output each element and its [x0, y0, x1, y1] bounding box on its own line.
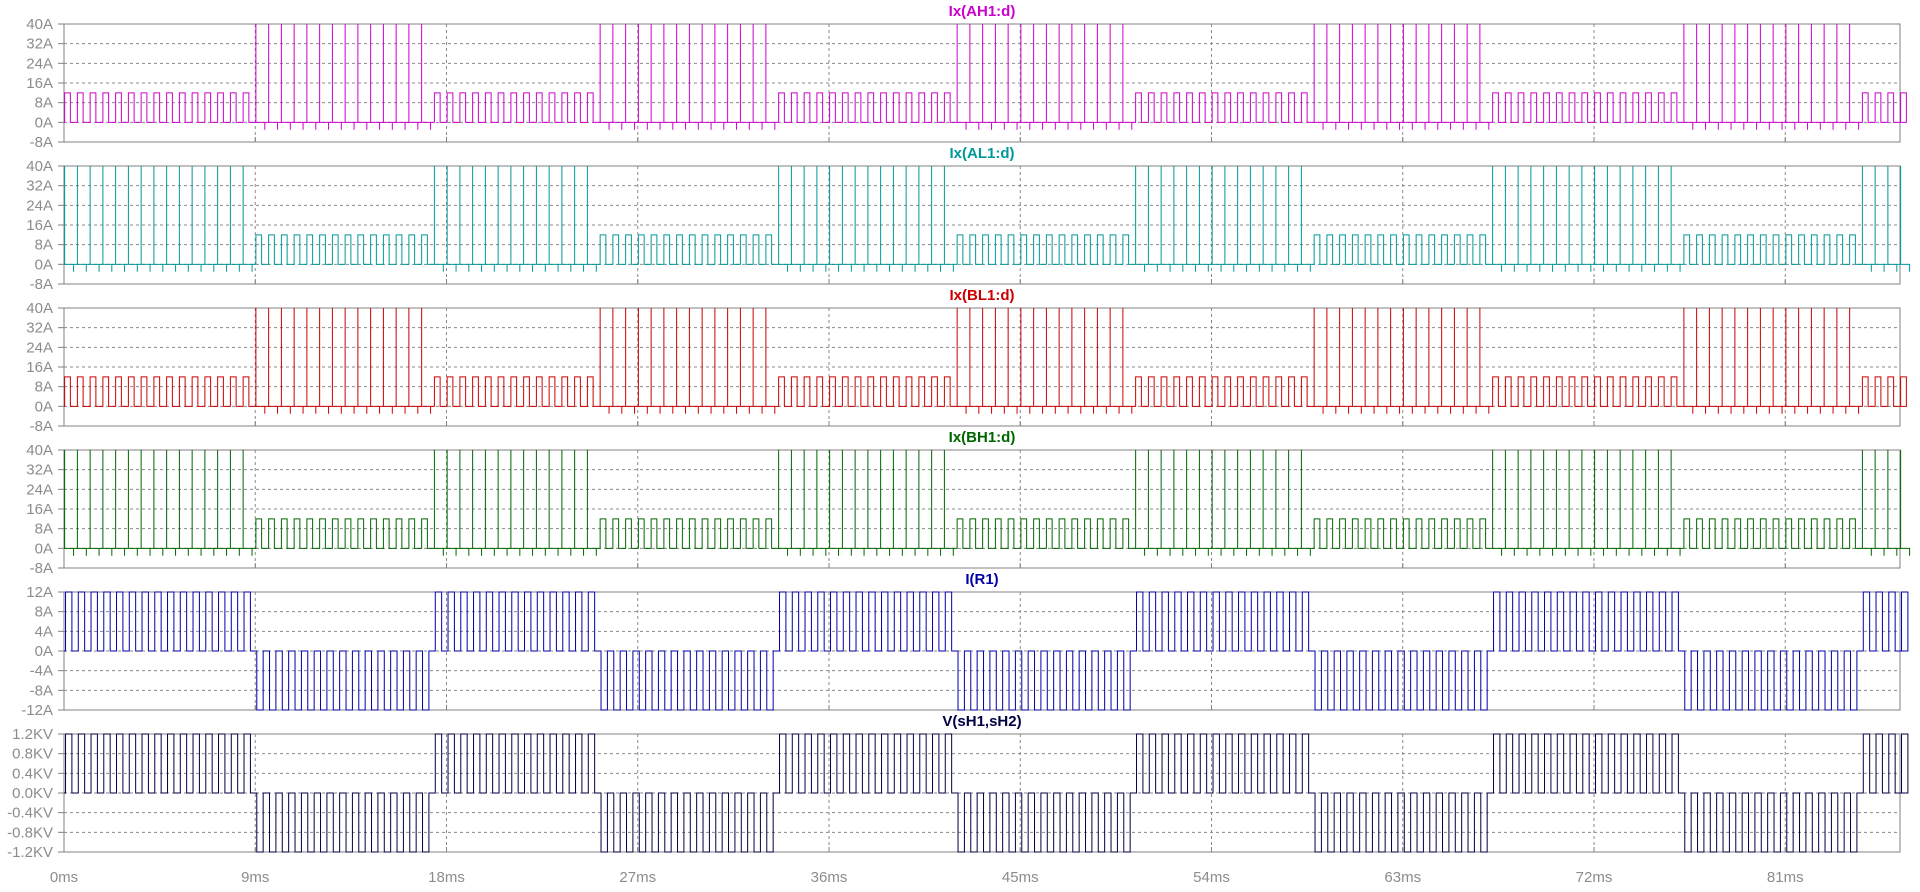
panel-title: Ix(BH1:d): [949, 429, 1016, 446]
y-tick-label: 32A: [26, 320, 53, 337]
y-tick-label: 0A: [35, 643, 53, 660]
y-tick-label: -0.8KV: [7, 824, 53, 841]
panel-title: Ix(AL1:d): [950, 145, 1015, 162]
y-tick-label: 32A: [26, 462, 53, 479]
panel-5: 12A 8A 4A 0A -4A -8A -12A I(R1): [21, 571, 1909, 719]
x-tick-label: 45ms: [1002, 869, 1039, 886]
y-tick-label: 0A: [35, 256, 53, 273]
y-tick-label: -8A: [30, 134, 53, 151]
series-trace: [64, 591, 1909, 711]
x-tick-label: 18ms: [428, 869, 465, 886]
series-trace: [64, 308, 1907, 414]
panel-2: 40A 32A 24A 16A 8A 0A -8A Ix(AL1:d): [26, 145, 1911, 293]
y-tick-label: 0.0KV: [12, 785, 53, 802]
x-tick-label: 9ms: [241, 869, 269, 886]
y-tick-label: 24A: [26, 55, 53, 72]
y-tick-label: -4A: [30, 663, 53, 680]
y-tick-label: 16A: [26, 501, 53, 518]
y-tick-label: 12A: [26, 584, 53, 601]
x-tick-label: 81ms: [1767, 869, 1804, 886]
y-tick-label: 8A: [35, 95, 53, 112]
y-tick-label: 32A: [26, 36, 53, 53]
y-tick-label: 16A: [26, 75, 53, 92]
y-tick-label: 0A: [35, 398, 53, 415]
y-tick-label: 8A: [35, 521, 53, 538]
x-tick-label: 0ms: [50, 869, 78, 886]
y-tick-label: -8A: [30, 560, 53, 577]
y-tick-label: 8A: [35, 237, 53, 254]
y-tick-label: 24A: [26, 197, 53, 214]
y-tick-label: 4A: [35, 623, 53, 640]
y-tick-label: -12A: [21, 702, 53, 719]
series-trace: [64, 450, 1911, 556]
y-tick-label: 40A: [26, 300, 53, 317]
series-trace: [64, 24, 1907, 130]
y-tick-label: 40A: [26, 442, 53, 459]
y-tick-label: 0.8KV: [12, 746, 53, 763]
x-tick-label: 36ms: [811, 869, 848, 886]
panel-4: 40A 32A 24A 16A 8A 0A -8A Ix(BH1:d): [26, 429, 1911, 577]
y-tick-label: -1.2KV: [7, 844, 53, 861]
y-tick-label: 0.4KV: [12, 765, 53, 782]
y-tick-label: 16A: [26, 359, 53, 376]
x-tick-label: 63ms: [1384, 869, 1421, 886]
y-tick-label: 0A: [35, 540, 53, 557]
y-tick-label: 16A: [26, 217, 53, 234]
panel-title: I(R1): [965, 571, 998, 588]
y-tick-label: -0.4KV: [7, 805, 53, 822]
y-tick-label: 40A: [26, 16, 53, 33]
panel-3: 40A 32A 24A 16A 8A 0A -8A Ix(BL1:d): [26, 287, 1907, 435]
y-tick-label: -8A: [30, 276, 53, 293]
y-tick-label: 40A: [26, 158, 53, 175]
x-tick-label: 72ms: [1576, 869, 1613, 886]
y-tick-label: 32A: [26, 178, 53, 195]
panel-title: Ix(AH1:d): [949, 3, 1016, 20]
series-trace: [64, 166, 1911, 272]
y-tick-label: 1.2KV: [12, 726, 53, 743]
x-tick-label: 54ms: [1193, 869, 1230, 886]
panel-title: V(sH1,sH2): [942, 713, 1021, 730]
y-tick-label: 0A: [35, 114, 53, 131]
y-tick-label: 24A: [26, 481, 53, 498]
panel-1: 40A 32A 24A 16A 8A 0A -8A Ix(AH1:d): [26, 3, 1907, 151]
y-tick-label: 24A: [26, 339, 53, 356]
y-tick-label: 8A: [35, 604, 53, 621]
panel-title: Ix(BL1:d): [950, 287, 1015, 304]
series-trace: [64, 733, 1909, 853]
y-tick-label: -8A: [30, 682, 53, 699]
y-tick-label: -8A: [30, 418, 53, 435]
panel-6: 1.2KV 0.8KV 0.4KV 0.0KV -0.4KV -0.8KV -1.2KV V(…: [7, 713, 1909, 861]
x-tick-label: 27ms: [619, 869, 656, 886]
y-tick-label: 8A: [35, 379, 53, 396]
